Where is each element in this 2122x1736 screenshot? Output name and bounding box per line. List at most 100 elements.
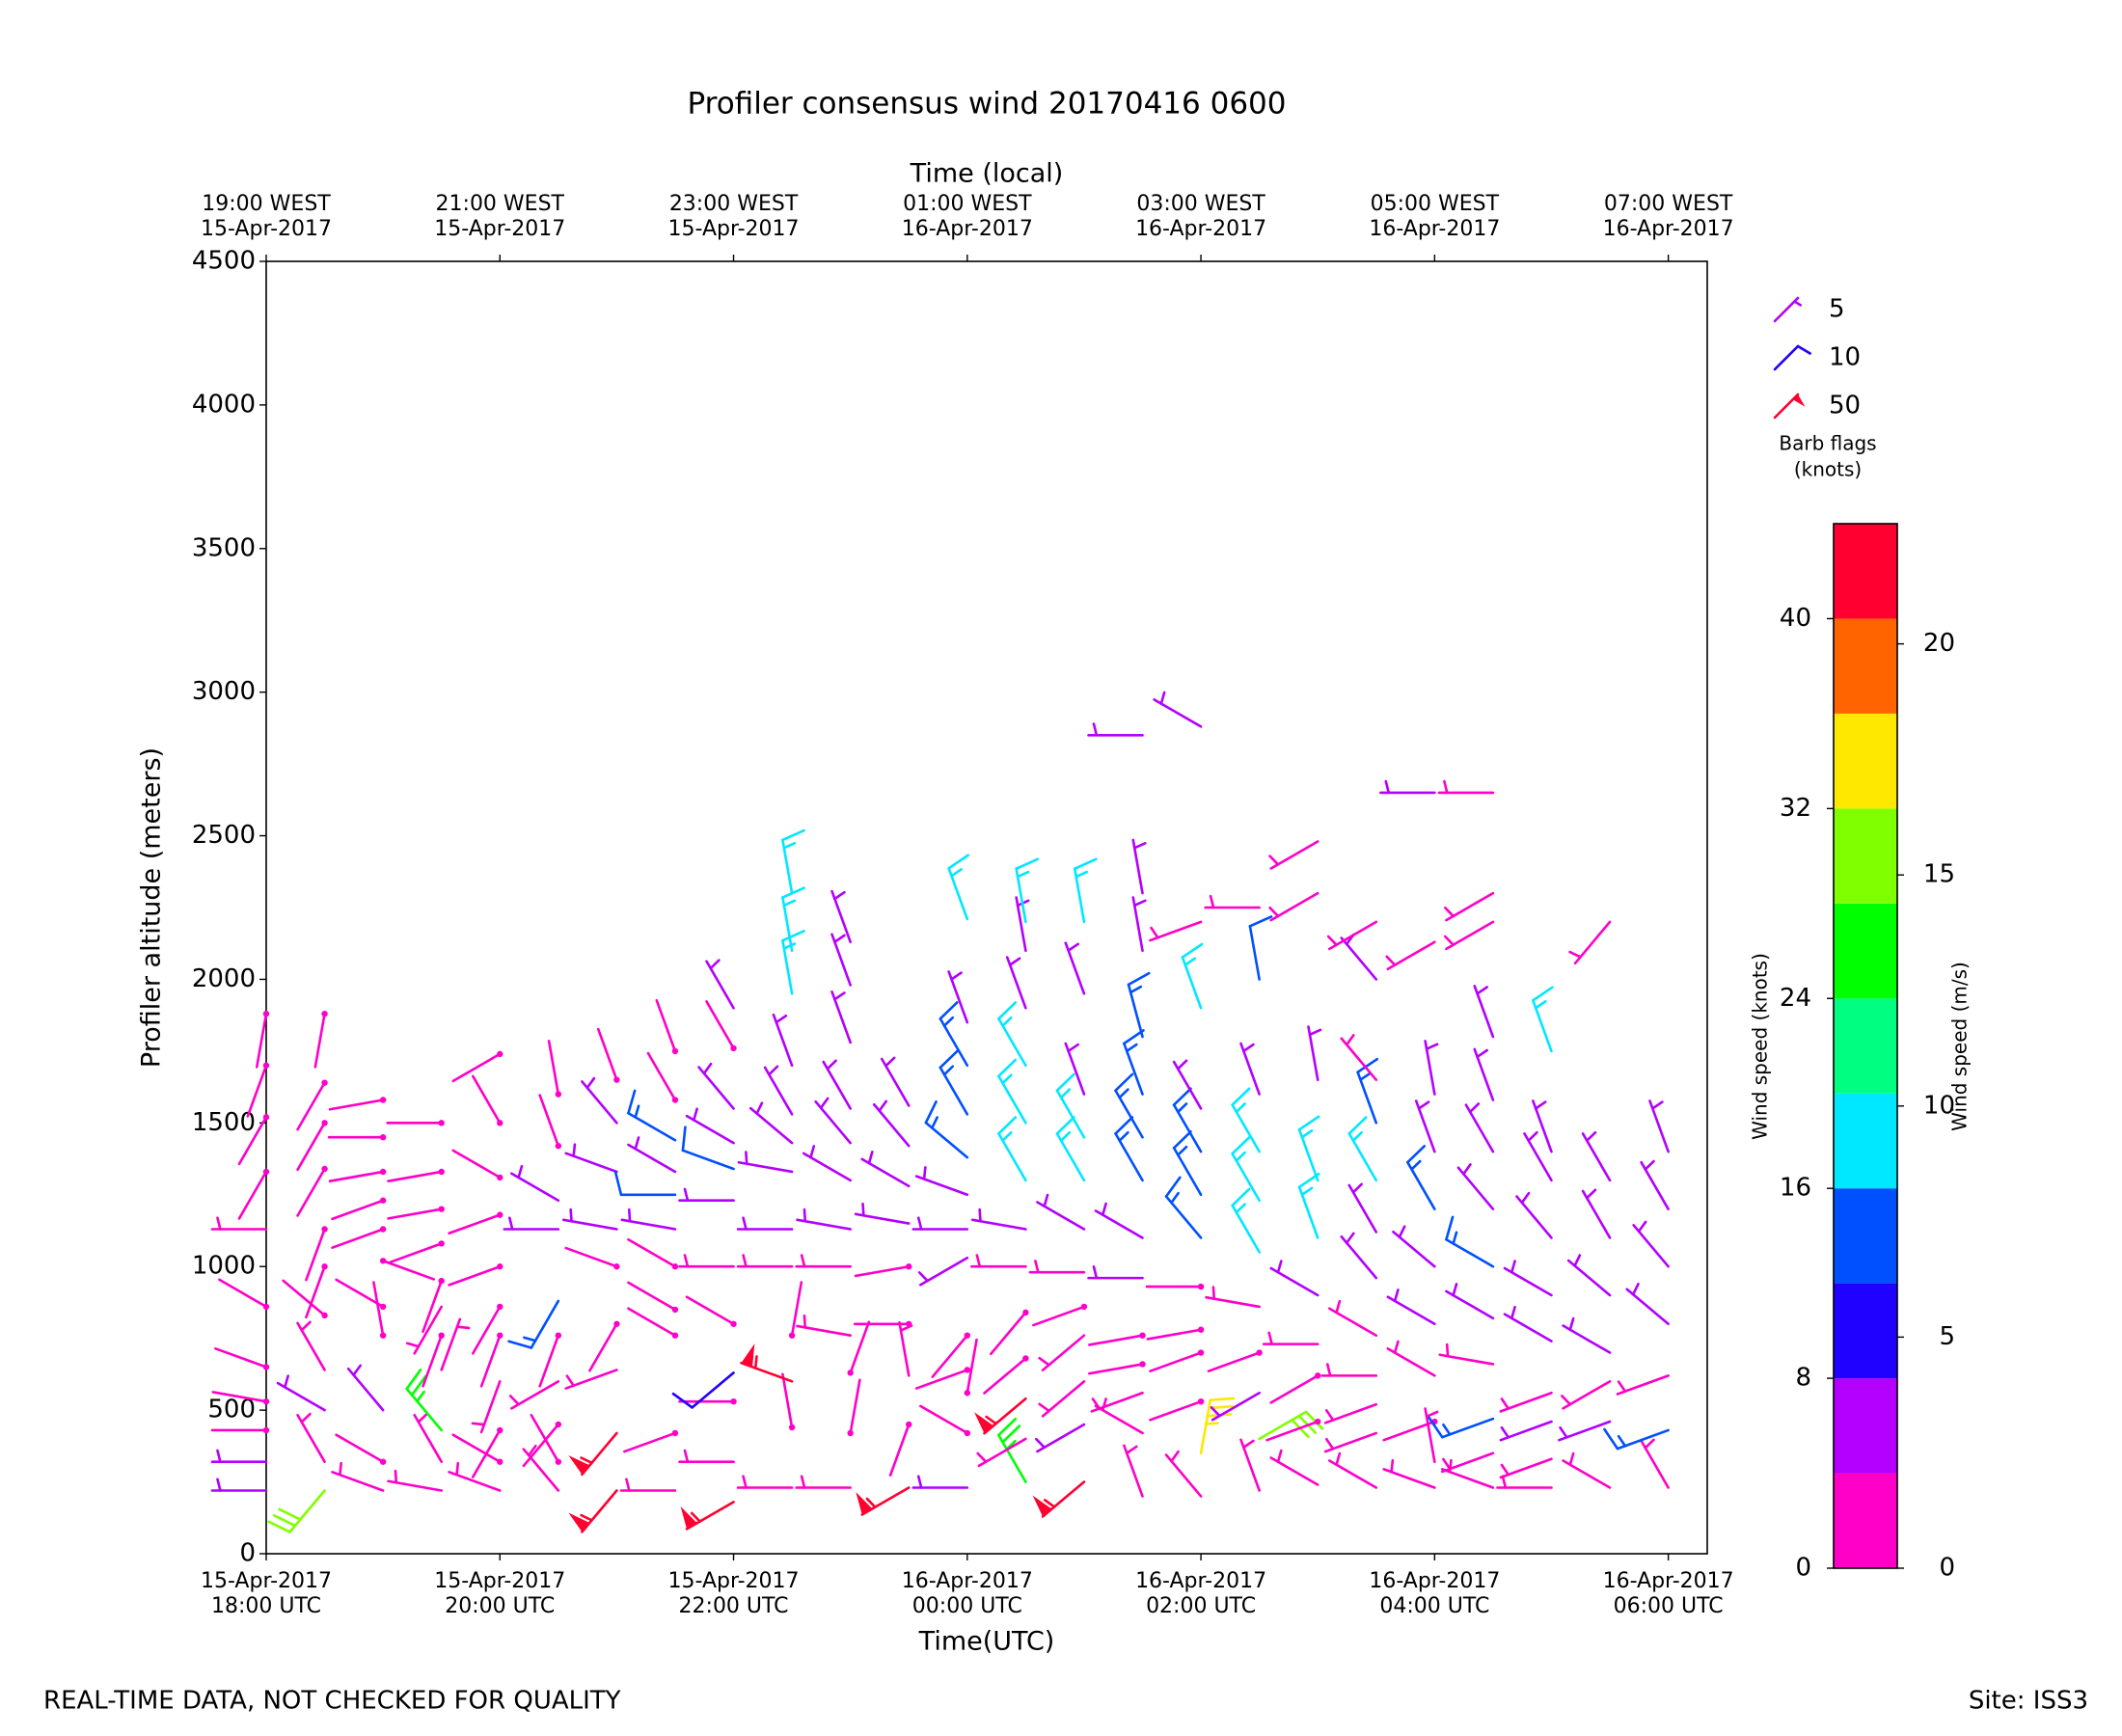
barb-half [1125, 1445, 1138, 1455]
x2-tick-label: 23:00 WEST [669, 192, 799, 216]
wind-barb [822, 1059, 852, 1110]
wind-barb [1438, 1343, 1495, 1366]
wind-barb [655, 998, 679, 1055]
barb-staff [681, 1149, 735, 1171]
wind-barb [1262, 1331, 1319, 1345]
wind-barb [276, 1374, 326, 1412]
barb-calm [555, 1142, 562, 1150]
barb-half [865, 1497, 877, 1508]
wind-barb [1090, 1391, 1144, 1413]
wind-barb [1562, 1316, 1612, 1354]
x-tick-label: 15-Apr-2017 [668, 1569, 800, 1593]
wind-barb [705, 959, 735, 1010]
barb-half [1443, 906, 1455, 918]
wind-barb [830, 990, 852, 1044]
barb-half [1118, 1130, 1129, 1142]
wind-barb [830, 889, 852, 944]
wind-barb [898, 1320, 913, 1377]
barb-half [1501, 1475, 1508, 1489]
barb-half [517, 1164, 524, 1180]
wind-barb [210, 1216, 268, 1231]
barb-full [1172, 1087, 1192, 1106]
wind-barb [1269, 1372, 1321, 1404]
wind-barb [997, 1116, 1027, 1182]
barb-half [1443, 779, 1449, 795]
wind-barb [853, 1320, 912, 1327]
wind-barb [448, 1211, 503, 1235]
wind-barb [1323, 1402, 1378, 1424]
barb-half [819, 1097, 830, 1110]
wind-barb [947, 970, 969, 1024]
barb-half [833, 991, 846, 1001]
legend-label: 50 [1829, 392, 1861, 420]
wind-barb [1172, 1059, 1203, 1110]
barb-flag [568, 1512, 590, 1533]
wind-barb [678, 1254, 735, 1268]
barb-half [1034, 1260, 1040, 1274]
wind-barb [296, 1120, 328, 1172]
colorbar-bin [1834, 998, 1897, 1094]
barb-half [1268, 906, 1280, 918]
wind-barb [627, 1307, 679, 1339]
barb-calm [1139, 1361, 1146, 1368]
wind-barb [1327, 1299, 1378, 1337]
colorbar-tick-label: 8 [1795, 1364, 1811, 1393]
wind-barb [1268, 891, 1319, 922]
barb-half [1393, 1288, 1400, 1303]
barb-staff [381, 1259, 436, 1281]
wind-barb [1640, 1438, 1670, 1489]
barb-staff [623, 1431, 677, 1453]
wind-barb [1036, 1193, 1086, 1231]
barb-half [1425, 1410, 1439, 1419]
wind-barb [581, 1076, 618, 1125]
barb-half [1300, 1129, 1314, 1139]
barb-staff [781, 1372, 794, 1429]
wind-barb [510, 1164, 560, 1203]
wind-barb [872, 1099, 911, 1148]
wind-barb [1094, 1397, 1144, 1435]
barb-half [702, 1062, 713, 1075]
wind-barb [1632, 1220, 1670, 1268]
barb-full [1406, 1145, 1427, 1164]
barb-half [1091, 1397, 1102, 1410]
barb-calm [262, 1114, 270, 1121]
barb-half [394, 1469, 398, 1484]
barb-half [527, 1444, 537, 1457]
wind-barb [847, 1320, 871, 1376]
barb-calm [379, 1097, 387, 1103]
wind-barb [685, 1107, 735, 1145]
wind-barb [1032, 1480, 1086, 1518]
barb-half [1384, 779, 1391, 795]
barb-half [216, 1449, 222, 1464]
wind-barb [796, 1315, 852, 1337]
barb-half [1520, 1191, 1531, 1205]
colorbar-tick-label: 20 [1923, 629, 1955, 658]
wind-barb [1268, 840, 1319, 870]
barb-staff [448, 1213, 502, 1235]
barb-staff [1773, 344, 1800, 371]
wind-barb [1347, 1182, 1378, 1234]
barb-half [1425, 1043, 1439, 1050]
wind-barb [1297, 1172, 1320, 1239]
barb-calm [1080, 1303, 1088, 1311]
barb-half [569, 1207, 573, 1223]
barb-staff [1088, 1334, 1144, 1346]
wind-barb [1473, 985, 1495, 1039]
barb-full [1532, 986, 1554, 1002]
wind-barb [1114, 1116, 1144, 1182]
barb-half [1159, 691, 1166, 705]
barb-half [1324, 1409, 1335, 1422]
barb-half [1268, 854, 1280, 866]
barb-calm [671, 1263, 679, 1270]
wind-barb [1028, 1260, 1086, 1274]
barb-half [1129, 985, 1143, 994]
barb-half [1452, 1283, 1458, 1297]
colorbar-tick-label: 5 [1939, 1322, 1955, 1351]
barb-calm [438, 1332, 445, 1339]
wind-barb [1181, 942, 1204, 1010]
barb-staff [218, 1278, 268, 1309]
wind-barb [1503, 1260, 1553, 1297]
wind-barb [1064, 941, 1086, 995]
barb-staff [564, 1246, 618, 1268]
barb-half [1324, 1437, 1335, 1451]
